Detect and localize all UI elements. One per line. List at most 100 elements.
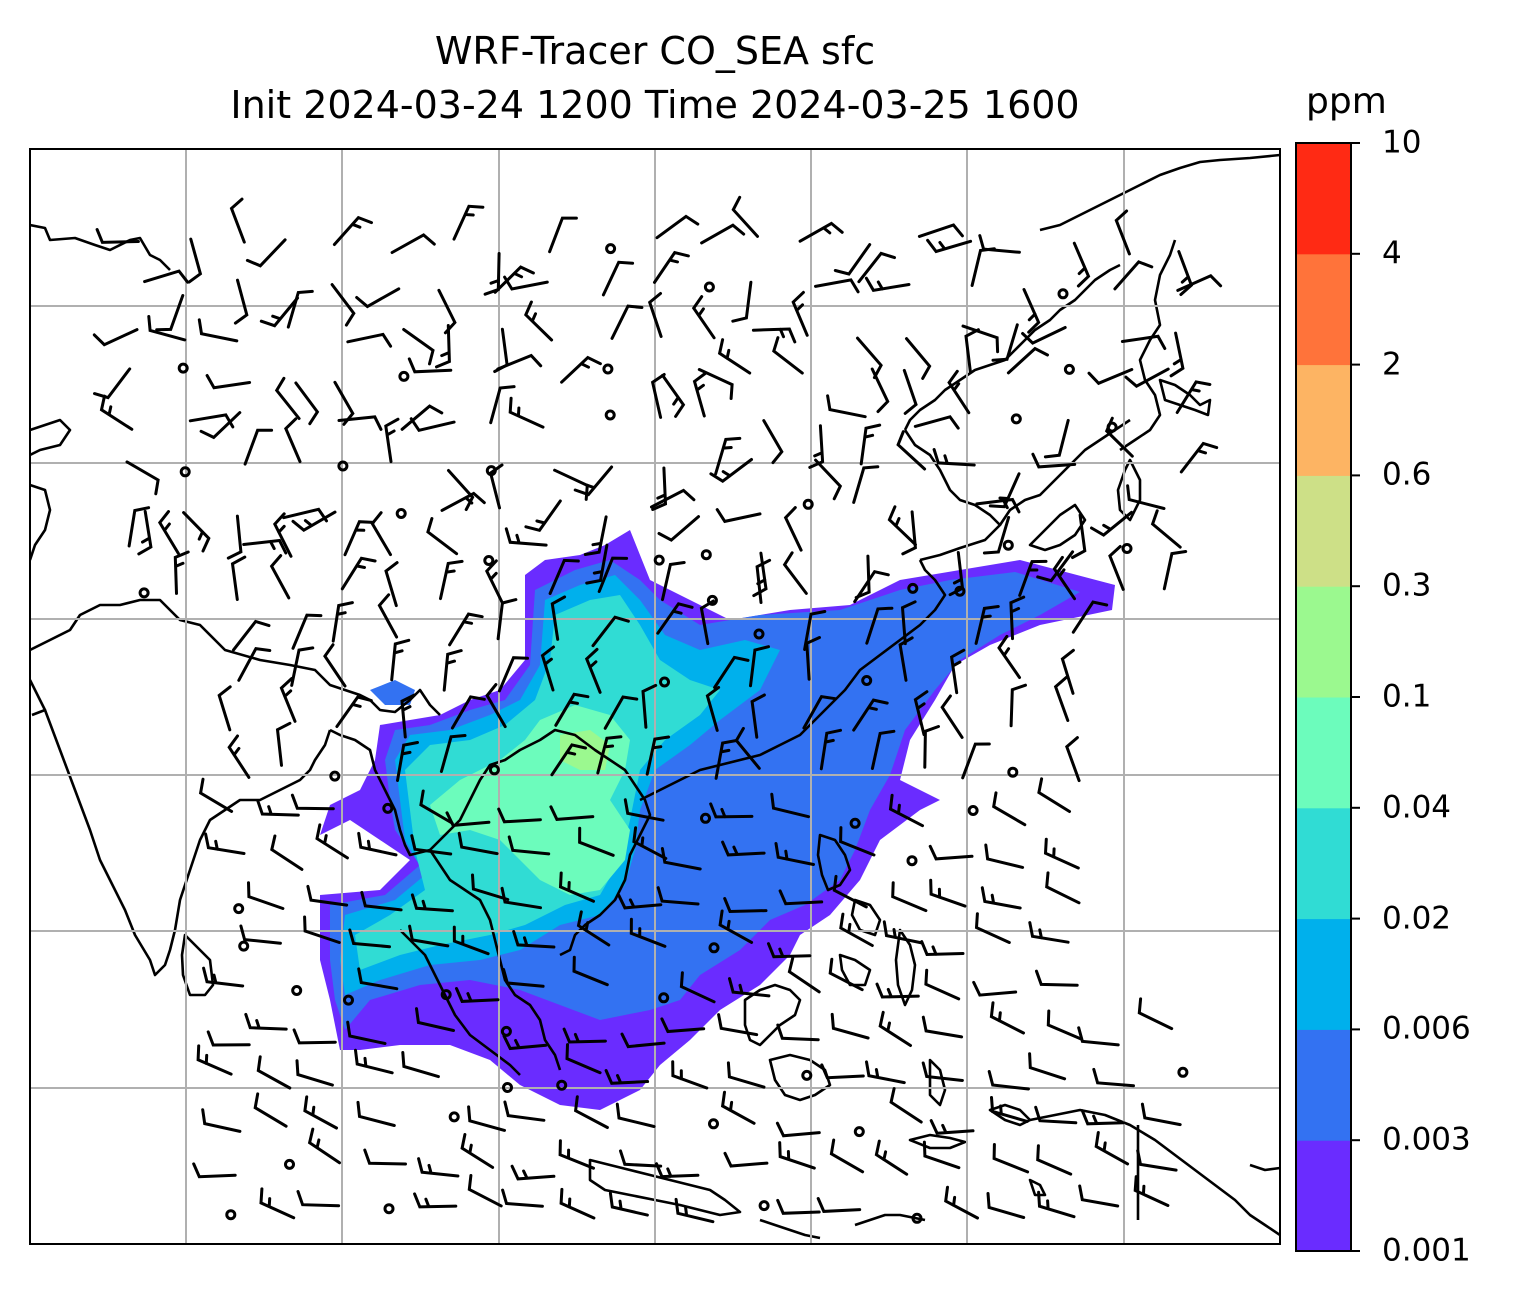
wind-barb [337,415,383,431]
wind-barb [1009,595,1026,641]
wind-barb [524,300,554,342]
wind-barb [497,656,529,693]
calm-wind-circle [382,802,394,814]
wind-barb [997,634,1021,679]
wind-barb [751,327,797,344]
wind-barb [913,415,960,430]
wind-barb [808,424,825,469]
wind-barb [237,646,272,682]
wind-barb [787,956,821,994]
wind-barb [731,280,753,323]
wind-barb [828,957,864,992]
wind-barb [244,1012,288,1031]
wind-barb [502,1034,548,1051]
wind-barb [502,968,545,988]
wind-barb [1150,509,1182,549]
wind-barb [198,777,234,813]
wind-barb [303,915,341,944]
wind-barb [330,283,356,327]
wind-barb [291,613,323,650]
wind-barb [508,396,545,429]
calm-wind-circle [659,676,670,688]
wind-barb [717,338,752,375]
wind-barb [987,1070,1030,1091]
wind-barb [356,1100,396,1127]
wind-barb [500,886,542,910]
wind-barb [467,1105,506,1132]
wind-barb [726,1061,766,1089]
wind-barb [603,695,639,730]
wind-barb [650,488,696,509]
wind-barb [901,510,917,556]
calm-wind-circle [440,989,452,1001]
calm-wind-circle [706,594,718,606]
wind-barb [657,515,700,542]
wind-barb [816,1197,862,1213]
calm-wind-circle [337,460,349,472]
wind-barb [819,728,842,771]
wind-barb [504,527,548,547]
wind-barb [961,324,1000,354]
wind-barb [972,980,1018,997]
wind-barb [755,558,772,604]
wind-barb [1124,367,1170,389]
wind-barb [415,1007,455,1032]
wind-barb [986,1192,1026,1219]
wind-barb [242,538,288,555]
wind-barb [647,292,663,338]
colorbar-tick-label: 0.6 [1382,456,1432,493]
wind-barb [870,367,890,414]
wind-barb [335,695,373,728]
wind-barb [1037,1190,1076,1219]
wind-barb [274,376,301,420]
wind-barb [857,251,896,284]
wind-barb [651,466,668,511]
wind-barb [573,465,614,497]
colorbar-segment [1296,586,1351,698]
colorbar-tick-label: 0.003 [1382,1121,1471,1158]
gridlines [30,149,1280,1244]
wind-barb [1043,418,1070,459]
calm-wind-circle [708,1118,719,1130]
wind-barb [247,881,285,910]
wind-barb [340,556,377,591]
wind-barb [409,417,456,432]
wind-barb [384,561,399,608]
wind-barb [245,238,287,268]
wind-barb [306,884,349,907]
wind-barb [1036,1144,1073,1176]
wind-barb [900,600,917,646]
wind-barb [1126,484,1166,510]
wind-barb [510,1164,556,1181]
wind-barb [671,1060,709,1090]
calm-wind-circle [233,903,245,915]
wind-barb [1169,331,1185,378]
wind-barb [460,1133,495,1169]
wind-barb [1028,921,1070,944]
wind-barb [467,1174,503,1208]
wind-barb [550,595,567,641]
colorbar-segment [1296,1140,1351,1252]
wind-barb [865,606,894,645]
wind-barb [591,615,630,648]
wind-barb [400,404,444,431]
wind-barb [1071,600,1109,634]
wind-barb [699,599,715,646]
wind-barb [439,734,467,773]
wind-barb [713,655,750,689]
wind-barb [597,556,629,593]
wind-barb [354,1048,394,1075]
calm-wind-circle [604,409,616,421]
wind-barb [217,685,232,732]
wind-barb [839,826,876,857]
plot-title-line1: WRF-Tracer CO_SEA sfc [434,29,876,73]
wind-barb [507,835,551,856]
wind-barb [1035,969,1079,987]
wind-barb [1060,648,1075,695]
wind-barb [820,1063,865,1080]
wind-barb [734,726,761,770]
wind-barb [485,683,507,729]
wind-barb [1009,683,1027,728]
wind-barb [1022,288,1041,334]
wind-barb [932,448,976,467]
